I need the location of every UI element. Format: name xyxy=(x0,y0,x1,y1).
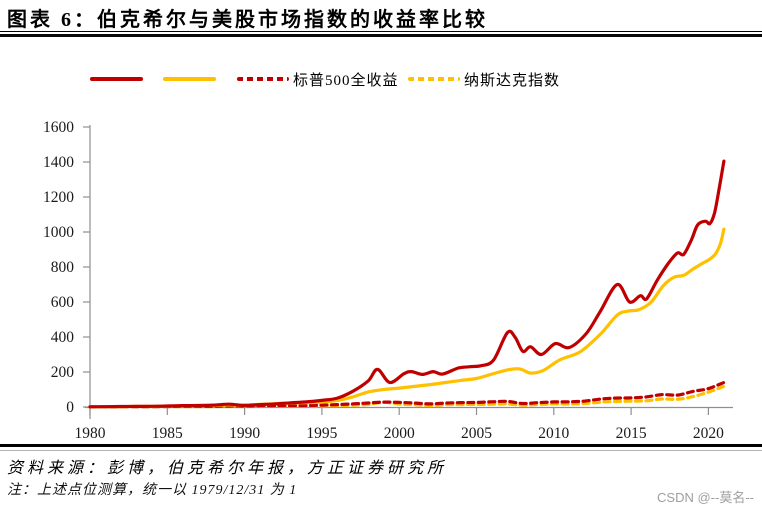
series-solid_yellow xyxy=(88,227,726,409)
svg-text:1600: 1600 xyxy=(43,119,74,136)
svg-text:2010: 2010 xyxy=(538,425,569,442)
legend-swatch-dashed-red xyxy=(237,77,289,81)
legend-label-sp500: 标普500全收益 xyxy=(293,73,399,89)
svg-text:800: 800 xyxy=(51,259,75,276)
svg-text:400: 400 xyxy=(51,329,75,346)
source-note: 资料来源：彭博，伯克希尔年报，方正证券研究所 xyxy=(7,460,448,477)
svg-text:1400: 1400 xyxy=(43,154,74,171)
svg-text:1985: 1985 xyxy=(152,425,183,442)
svg-text:1000: 1000 xyxy=(43,224,74,241)
csdn-watermark: CSDN @--莫名-- xyxy=(657,490,754,505)
svg-text:1990: 1990 xyxy=(229,425,260,442)
title-rule-thick xyxy=(0,34,762,37)
figure-bottom-rule xyxy=(0,444,762,447)
svg-text:1980: 1980 xyxy=(75,425,106,442)
title-rule-thin xyxy=(0,31,762,32)
legend-swatch-dashed-yellow xyxy=(408,77,460,81)
svg-text:2000: 2000 xyxy=(384,425,415,442)
svg-text:600: 600 xyxy=(51,294,75,311)
series-solid_red xyxy=(88,159,726,409)
svg-text:2015: 2015 xyxy=(616,425,647,442)
calc-note: 注：上述点位测算，统一以 1979/12/31 为 1 xyxy=(7,483,298,498)
svg-text:200: 200 xyxy=(51,364,75,381)
svg-text:2020: 2020 xyxy=(693,425,724,442)
svg-text:0: 0 xyxy=(66,399,74,416)
figure-bottom-rule-thin xyxy=(0,450,762,451)
chart-legend: 标普500全收益 纳斯达克指数 xyxy=(0,68,762,89)
legend-swatch-solid-red xyxy=(90,77,143,81)
axis-tick-labels: 0 200 400 600 800 1000 1200 1400 1600 1980 1985 199… xyxy=(43,119,724,442)
axes xyxy=(83,125,733,419)
legend-swatch-solid-yellow xyxy=(163,77,216,81)
legend-label-nasdaq: 纳斯达克指数 xyxy=(464,73,561,89)
svg-text:1995: 1995 xyxy=(306,425,337,442)
svg-text:1200: 1200 xyxy=(43,189,74,206)
figure-title: 图表 6：伯克希尔与美股市场指数的收益率比较 xyxy=(7,9,488,31)
svg-text:2005: 2005 xyxy=(461,425,492,442)
